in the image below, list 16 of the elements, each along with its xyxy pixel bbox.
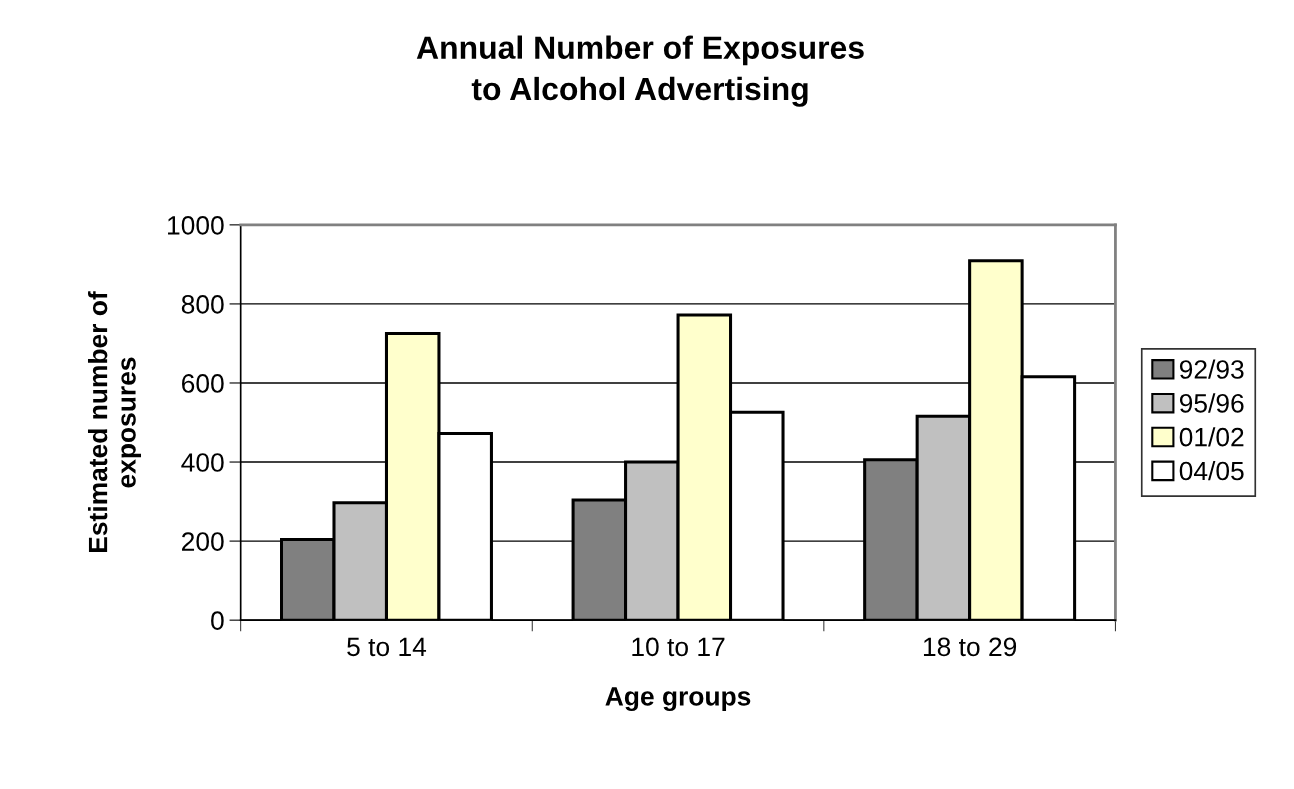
y-tick-label: 1000	[168, 216, 224, 235]
y-tick-label: 600	[182, 374, 224, 393]
x-axis-title: Age groups	[605, 687, 751, 712]
y-tick-label: 400	[181, 453, 224, 472]
chart-title: Annual Number of Exposures to Alcohol Advertising	[416, 35, 864, 107]
legend-label: 04/05	[1179, 460, 1244, 481]
y-tick-label: 200	[182, 532, 224, 551]
legend-label: 95/96	[1179, 393, 1244, 413]
x-tick-label: 5 to 14	[347, 637, 427, 657]
y-tick-label: 800	[181, 295, 224, 314]
x-tick-label: 18 to 29	[923, 637, 1017, 657]
legend-label: 92/93	[1179, 359, 1244, 379]
x-tick-label: 10 to 17	[632, 637, 725, 657]
y-tick-label: 0	[211, 611, 224, 630]
legend-label: 01/02	[1179, 427, 1244, 447]
y-axis-title: Estimated number of exposures	[87, 291, 142, 552]
